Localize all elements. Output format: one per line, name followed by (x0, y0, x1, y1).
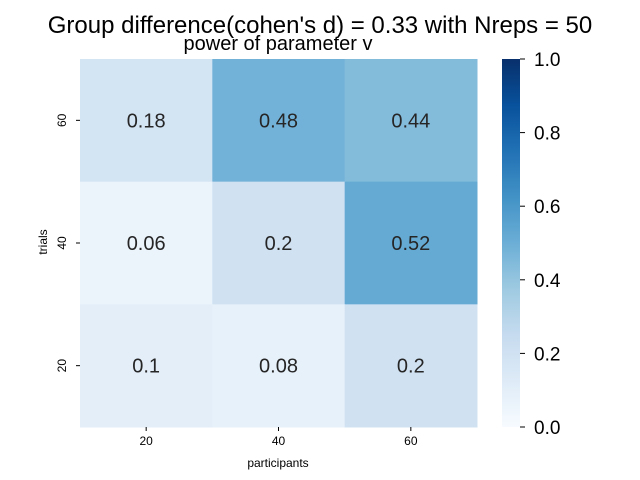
colorbar-tick-label: 0.2 (534, 344, 560, 365)
y-tick-label: 20 (55, 359, 69, 373)
x-axis-label: participants (247, 456, 308, 470)
heatmap-cells: 0.18 0.48 0.44 0.06 0.2 0.52 0.1 0.08 0.2 (80, 59, 478, 428)
heatmap-cell (344, 304, 478, 428)
heatmap-cell (80, 304, 213, 428)
colorbar-ticks: 0.0 0.2 0.4 0.6 0.8 1.0 (520, 50, 561, 439)
colorbar-tick-label: 0.6 (534, 197, 560, 218)
colorbar-tick-label: 1.0 (534, 50, 560, 71)
chart-title: power of parameter v (184, 33, 373, 55)
cell-value-label: 0.2 (397, 356, 425, 378)
cell-value-label: 0.06 (127, 233, 166, 255)
cell-value-label: 0.44 (391, 110, 430, 132)
heatmap-cell (212, 304, 346, 428)
heatmap-cell (212, 181, 346, 305)
colorbar-tick-label: 0.8 (534, 124, 560, 145)
y-tick-label: 60 (55, 113, 69, 127)
cell-value-label: 0.18 (127, 110, 166, 132)
x-tick-label: 20 (139, 434, 153, 448)
x-tick-label: 40 (272, 434, 286, 448)
cell-value-label: 0.52 (391, 233, 430, 255)
heatmap-cell (80, 59, 213, 183)
cell-value-label: 0.48 (259, 110, 298, 132)
heatmap-cell (80, 181, 213, 305)
cell-value-label: 0.08 (259, 356, 298, 378)
heatmap-cell (344, 59, 478, 183)
y-axis-ticks: 60 40 20 (55, 113, 80, 372)
colorbar (502, 59, 520, 427)
colorbar-tick-label: 0.0 (534, 418, 560, 439)
y-tick-label: 40 (55, 236, 69, 250)
heatmap-cell (344, 181, 478, 305)
colorbar-tick-label: 0.4 (534, 271, 561, 292)
cell-value-label: 0.2 (265, 233, 293, 255)
cell-value-label: 0.1 (132, 356, 160, 378)
x-axis-ticks: 20 40 60 (139, 427, 418, 448)
y-axis-label: trials (36, 229, 50, 254)
chart-suptitle: Group difference(cohen's d) = 0.33 with … (48, 12, 592, 39)
heatmap-cell (212, 59, 346, 183)
x-tick-label: 60 (404, 434, 418, 448)
